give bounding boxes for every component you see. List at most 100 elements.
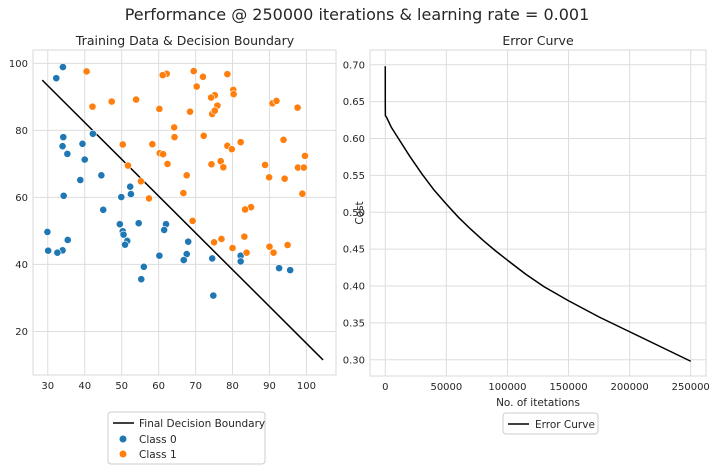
class0-point [63, 236, 72, 244]
class0-point [59, 63, 67, 71]
error-x-tick-label: 200000 [611, 382, 649, 393]
scatter-y-tick-label: 80 [15, 126, 28, 137]
class0-point [88, 129, 97, 138]
scatter-x-tick-label: 40 [78, 381, 91, 392]
scatter-points [43, 63, 309, 300]
class1-point [223, 70, 232, 79]
class0-point [76, 176, 85, 184]
class1-point [188, 216, 197, 225]
scatter-y-tick-label: 60 [15, 193, 28, 204]
class0-point [127, 190, 135, 198]
class1-point [301, 151, 309, 160]
class0-point [275, 264, 283, 273]
error-plot-area [369, 49, 707, 377]
class1-point [155, 105, 164, 113]
class0-point [184, 237, 193, 246]
scatter-legend-box [107, 411, 266, 465]
class1-point [136, 177, 145, 186]
class0-point [99, 205, 108, 214]
figure-suptitle: Performance @ 250000 iterations & learni… [125, 5, 590, 24]
error-curve-line [384, 66, 692, 362]
error-x-tick-label: 150000 [549, 382, 587, 393]
error-x-axis-label: No. of itetations [496, 397, 580, 409]
class0-point [117, 193, 126, 201]
class1-point [199, 131, 208, 140]
class1-point [207, 160, 216, 169]
scatter-y-ticks: 20 40 60 80 100 [9, 59, 28, 338]
class1-point [186, 107, 194, 116]
class0-point [52, 74, 61, 83]
class0-point [53, 248, 62, 257]
scatter-x-tick-label: 90 [263, 381, 276, 392]
class1-point [269, 248, 278, 257]
class1-point [227, 145, 236, 154]
class1-point [148, 140, 157, 149]
decision-boundary-line [41, 79, 324, 361]
class1-point [118, 140, 127, 149]
class1-point [219, 163, 228, 172]
class1-point [88, 102, 97, 111]
class1-point [236, 138, 245, 147]
scatter-legend: Final Decision Boundary Class 0 Class 1 [107, 411, 266, 465]
class1-point [283, 241, 292, 249]
class0-point [59, 191, 68, 200]
error-x-tick-label: 0 [382, 382, 388, 393]
scatter-title: Training Data & Decision Boundary [75, 33, 295, 48]
class0-point [115, 220, 124, 229]
error-y-tick-label: 0.30 [343, 355, 365, 366]
class1-point [145, 194, 153, 203]
error-y-tick-label: 0.50 [343, 208, 365, 219]
error-chart: Error Curve 0 50000 100000 150000 200000 2500… [343, 33, 710, 409]
class1-point [217, 235, 226, 243]
class1-point [132, 95, 140, 104]
error-y-axis-label: Cost [354, 201, 366, 224]
error-x-tick-label: 250000 [672, 382, 710, 393]
scatter-x-tick-label: 60 [152, 381, 165, 392]
class0-point [209, 291, 218, 300]
class0-point [78, 139, 87, 148]
error-legend: Error Curve [502, 412, 599, 435]
class0-point [119, 230, 128, 239]
class1-point [207, 93, 216, 102]
scatter-plot-area [32, 49, 337, 376]
error-y-tick-label: 0.45 [343, 245, 365, 256]
error-y-tick-label: 0.35 [343, 318, 365, 329]
error-y-tick-label: 0.70 [343, 60, 365, 71]
class1-point [107, 97, 116, 106]
scatter-y-tick-label: 100 [9, 59, 28, 70]
class1-point [170, 133, 179, 142]
legend-class1-label: Class 1 [139, 449, 177, 461]
error-x-ticks: 0 50000 100000 150000 200000 250000 [382, 382, 710, 393]
class1-point [210, 106, 219, 115]
scatter-x-ticks: 30 40 50 60 70 80 90 100 [41, 381, 316, 392]
class0-point [134, 219, 143, 228]
class1-point [229, 90, 238, 99]
class1-point [170, 123, 179, 132]
scatter-x-tick-label: 70 [189, 381, 202, 392]
class1-point [163, 160, 172, 168]
class0-point [59, 133, 68, 142]
class0-point [139, 262, 148, 271]
class1-point [82, 67, 91, 76]
class0-point [286, 266, 295, 275]
class0-point [44, 246, 53, 255]
class1-point [199, 72, 207, 81]
class1-point [240, 232, 249, 241]
class1-point [293, 103, 302, 112]
error-legend-box [502, 412, 599, 435]
class1-point [124, 161, 132, 170]
class1-point [210, 238, 218, 247]
error-y-tick-label: 0.40 [343, 282, 365, 293]
class1-point [179, 189, 188, 197]
class1-point [241, 205, 249, 214]
scatter-x-tick-label: 30 [41, 381, 54, 392]
class0-point [63, 149, 72, 158]
class1-point [192, 82, 201, 91]
class0-point [43, 228, 52, 236]
class1-point [159, 150, 167, 159]
class0-point [97, 171, 106, 180]
scatter-x-tick-label: 100 [297, 381, 316, 392]
class0-point [179, 256, 188, 264]
scatter-chart: Training Data & Decision Boundary 30 40 50… [9, 33, 337, 392]
